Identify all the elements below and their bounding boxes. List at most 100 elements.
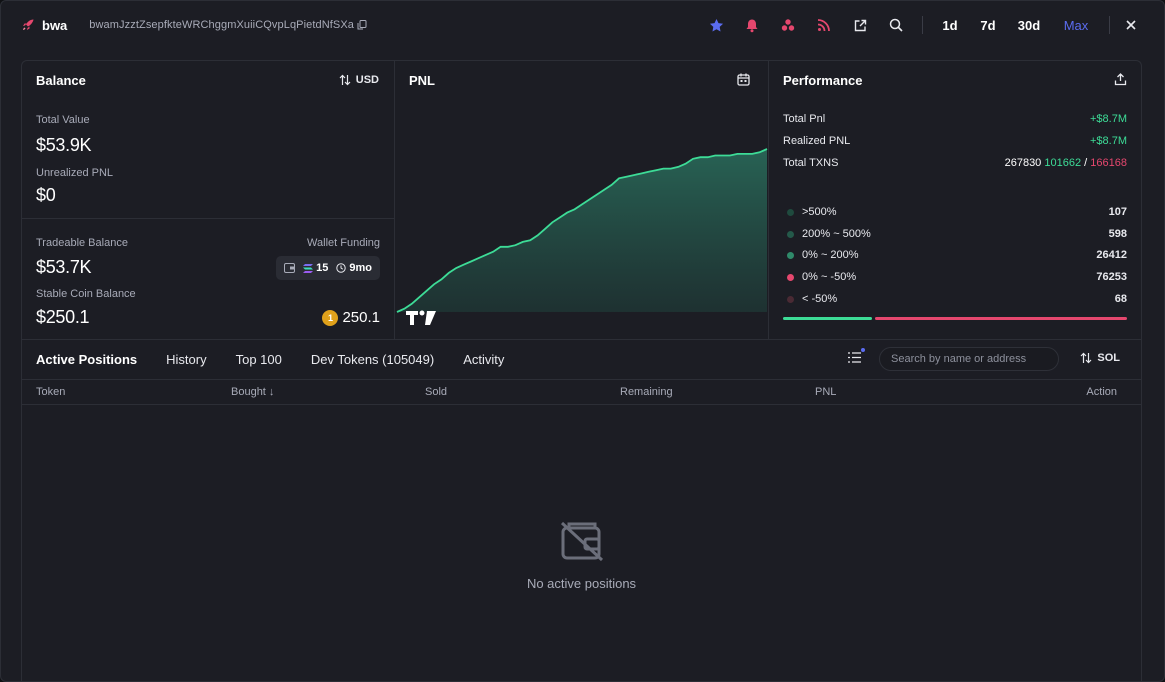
total-pnl-label: Total Pnl [783,113,826,125]
stable-coin-balance: $250.1 [36,307,90,327]
column-remaining: Remaining [620,386,673,398]
performance-panel: Performance Total Pnl +$8.7M Realized PN… [769,61,1141,339]
wallet-funding-label: Wallet Funding [307,237,380,249]
timeframe-7d[interactable]: 7d [980,17,996,33]
currency-label: USD [355,74,379,86]
bucket-value: 26412 [1096,249,1127,261]
list-filter-icon[interactable] [848,348,865,366]
usdc-coin-icon: 1 [322,309,339,326]
copy-icon[interactable] [357,20,367,30]
clock-icon [336,263,347,273]
realized-pnl-value: +$8.7M [1090,135,1127,147]
bucket-row: 0% ~ -50% 76253 [787,271,1127,283]
tradeable-balance-label: Tradeable Balance [36,237,128,249]
search-icon[interactable] [878,11,914,39]
calendar-icon[interactable] [737,73,750,89]
swap-icon [339,74,351,86]
wallet-icon [284,263,296,273]
positions-table: Token Bought ↓ Sold Remaining PNL Action… [21,379,1142,681]
column-sold: Sold [425,386,448,398]
total-txns-values: 267830 101662 / 166168 [1005,157,1127,169]
summary-panels: Balance USD Total Value $53.9K Unrealize… [21,60,1142,339]
bucket-row: 200% ~ 500% 598 [787,228,1127,240]
unit-label: SOL [1097,352,1120,364]
bucket-label: 0% ~ -50% [802,271,857,283]
tradingview-logo [406,310,436,325]
swap-icon [1080,352,1092,364]
tab-history[interactable]: History [166,352,207,367]
pnl-panel: PNL [395,61,769,339]
header-divider [922,16,923,34]
win-bar [783,317,872,320]
unit-toggle[interactable]: SOL [1080,352,1120,364]
rss-icon[interactable] [806,11,842,39]
external-link-icon[interactable] [842,11,878,39]
table-header: Token Bought ↓ Sold Remaining PNL Action [22,380,1141,405]
timeframe-30d[interactable]: 30d [1017,17,1041,33]
tab-activity[interactable]: Activity [463,352,505,367]
tab-top-100[interactable]: Top 100 [235,352,282,367]
balance-panel: Balance USD Total Value $53.9K Unrealize… [22,61,395,339]
column-bought-sort[interactable]: Bought ↓ [231,386,275,398]
column-pnl: PNL [815,386,837,398]
bucket-dot [787,230,794,238]
rocket-icon [21,18,35,32]
tab-active-positions[interactable]: Active Positions [36,352,138,367]
currency-toggle[interactable]: USD [339,74,379,86]
no-positions-icon [560,521,603,562]
bucket-dot [787,251,794,259]
column-token: Token [36,386,66,398]
balance-divider [22,218,394,219]
total-txns-row: Total TXNS 267830 101662 / 166168 [783,157,1127,169]
wallet-name: bwa [42,17,68,33]
bucket-row: >500% 107 [787,206,1127,218]
balance-title: Balance [36,73,86,88]
coin-amount: 250.1 [342,309,380,326]
total-pnl-row: Total Pnl +$8.7M [783,113,1127,125]
header-divider [1109,16,1110,34]
tab-dev-tokens[interactable]: Dev Tokens (105049) [310,352,435,367]
timeframe-max[interactable]: Max [1063,17,1089,33]
pnl-line [396,148,768,313]
bucket-dot [787,208,794,216]
close-icon[interactable] [1118,11,1144,39]
bucket-label: 200% ~ 500% [802,228,871,240]
share-icon[interactable] [1114,73,1127,89]
star-icon[interactable] [698,11,734,39]
performance-title: Performance [783,73,863,88]
pnl-title: PNL [409,73,435,88]
bucket-row: < -50% 68 [787,293,1127,305]
solana-icon [303,263,314,273]
funding-age: 9mo [349,262,372,274]
bucket-label: >500% [802,206,837,218]
txns-separator: / [1084,157,1088,169]
bucket-row: 0% ~ 200% 26412 [787,249,1127,261]
search-input[interactable] [879,347,1059,371]
bucket-value: 76253 [1096,271,1127,283]
total-value: $53.9K [36,135,92,155]
win-loss-bar [783,317,1127,320]
bucket-dot [787,295,794,303]
positions-tabs: Active Positions History Top 100 Dev Tok… [21,339,1142,379]
timeframe-1d[interactable]: 1d [942,17,958,33]
bucket-label: 0% ~ 200% [802,249,859,261]
bucket-dot [787,273,794,281]
bell-icon[interactable] [734,11,770,39]
header-bar: bwa bwamJzztZsepfkteWRChggmXuiiCQvpLqPie… [1,1,1164,49]
empty-state: No active positions [22,520,1141,591]
loss-bar [874,317,1127,320]
bucket-value: 107 [1108,206,1127,218]
total-pnl-value: +$8.7M [1090,113,1127,125]
filter-indicator-dot [861,348,865,352]
realized-pnl-label: Realized PNL [783,135,851,147]
bucket-value: 68 [1114,293,1127,305]
bucket-label: < -50% [802,293,838,305]
total-txns-label: Total TXNS [783,157,839,169]
empty-message: No active positions [526,576,637,591]
funding-count: 15 [316,262,329,274]
total-value-label: Total Value [36,114,90,126]
bubbles-icon[interactable] [770,11,806,39]
wallet-funding-chip[interactable]: 15 9mo [276,256,380,280]
bucket-value: 598 [1108,228,1127,240]
